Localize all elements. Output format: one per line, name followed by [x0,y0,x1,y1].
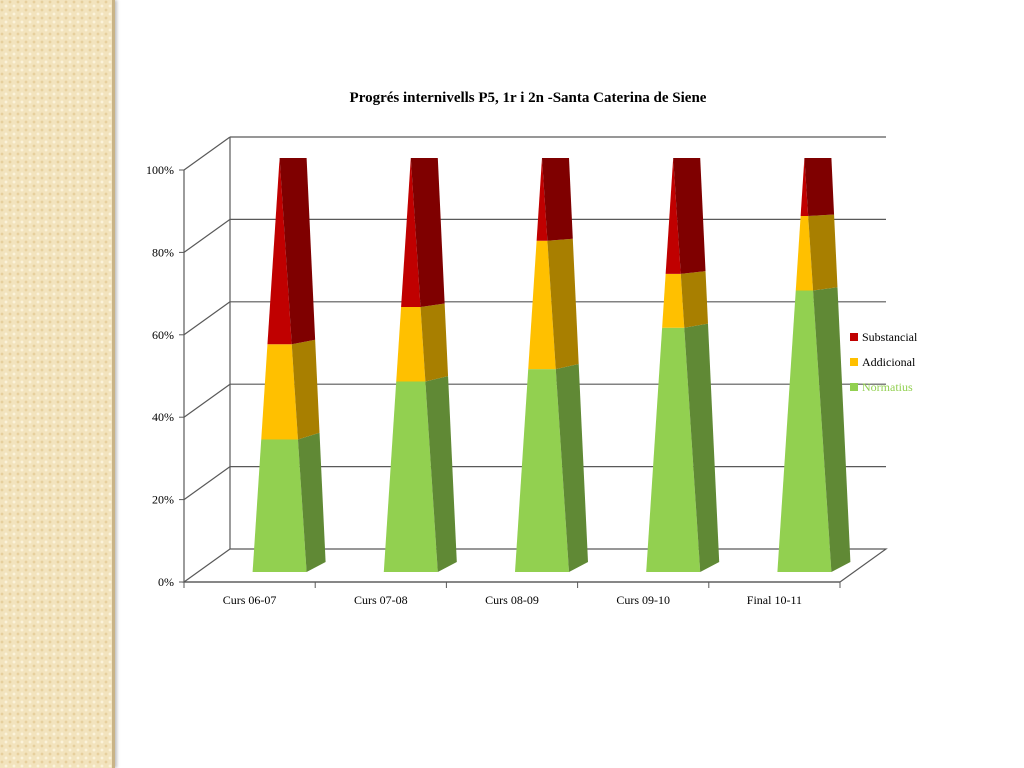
cone-segment-side-substancial [804,158,835,216]
cone-segment-substancial [536,158,548,241]
y-tick-label: 80% [152,245,174,259]
cone-curs-08-09 [515,158,588,572]
cone-segment-substancial [665,158,681,274]
gridline-diagonal [183,466,231,501]
cone-segment-side-substancial [542,158,573,241]
axes [179,169,841,588]
cone-segment-substancial [267,158,292,345]
y-tick-label: 100% [146,163,174,177]
cone-segment-side-normatius [684,323,720,572]
side-decorative-panel [0,0,115,768]
cone-segment-side-addicional [680,271,708,328]
legend-swatch-normatius [850,383,858,391]
gridline-diagonal [183,136,231,171]
cone-segment-addicional [662,273,685,328]
cone-segment-side-normatius [555,364,588,572]
y-tick-label: 0% [158,575,174,589]
x-tick-label: Curs 06-07 [223,593,277,607]
x-tick-label: Curs 07-08 [354,593,408,607]
x-tick-label: Curs 08-09 [485,593,539,607]
y-tick-label: 40% [152,410,174,424]
cone-segment-side-normatius [425,376,457,572]
cone-segment-normatius [515,369,569,572]
legend-swatch-addicional [850,358,858,366]
legend-swatch-substancial [850,333,858,341]
tick-labels: 0% 20% 40% 60% 80% 100% Curs 06-07 Curs 07-08 Cu… [146,163,802,607]
cone-segment-side-addicional [547,238,579,370]
cone-segment-substancial [401,158,421,308]
cone-curs-06-07 [252,158,326,572]
legend-label-substancial: Substancial [862,330,918,344]
y-tick-label: 60% [152,328,174,342]
x-tick-label: Final 10-11 [747,593,802,607]
gridline-diagonal [183,218,231,253]
cone-segment-side-normatius [297,432,326,572]
x-tick-label: Curs 09-10 [616,593,670,607]
legend-label-addicional: Addicional [862,355,916,369]
cone-segment-substancial [800,158,809,216]
legend-label-normatius: Normatius [862,380,913,394]
cone-segment-side-addicional [420,303,449,382]
cone-segment-side-addicional [291,339,320,440]
cone-segment-normatius [383,381,438,572]
cone-segment-side-substancial [410,158,445,308]
chart-title: Progrés internivells P5, 1r i 2n -Santa … [350,90,707,106]
cone-segment-addicional [396,307,426,382]
legend: Substancial Addicional Normatius [850,330,918,394]
gridline-diagonal [183,383,231,418]
cone-segment-normatius [777,290,832,572]
cone-segment-normatius [252,439,307,572]
cone-segment-side-substancial [279,158,316,345]
y-tick-label: 20% [152,493,174,507]
cone-segment-normatius [646,327,701,572]
cone-segment-addicional [795,215,814,291]
cone-segment-side-substancial [673,158,706,274]
cone-final-10-11 [777,158,851,572]
cone-segment-addicional [528,240,556,370]
cone-segment-side-normatius [813,287,851,572]
gridline-diagonal [183,301,231,336]
cone-segment-addicional [261,344,298,440]
cone-curs-09-10 [646,158,720,572]
cone-segment-side-addicional [808,214,838,291]
cone-curs-07-08 [383,158,457,572]
plot-area [252,158,851,572]
